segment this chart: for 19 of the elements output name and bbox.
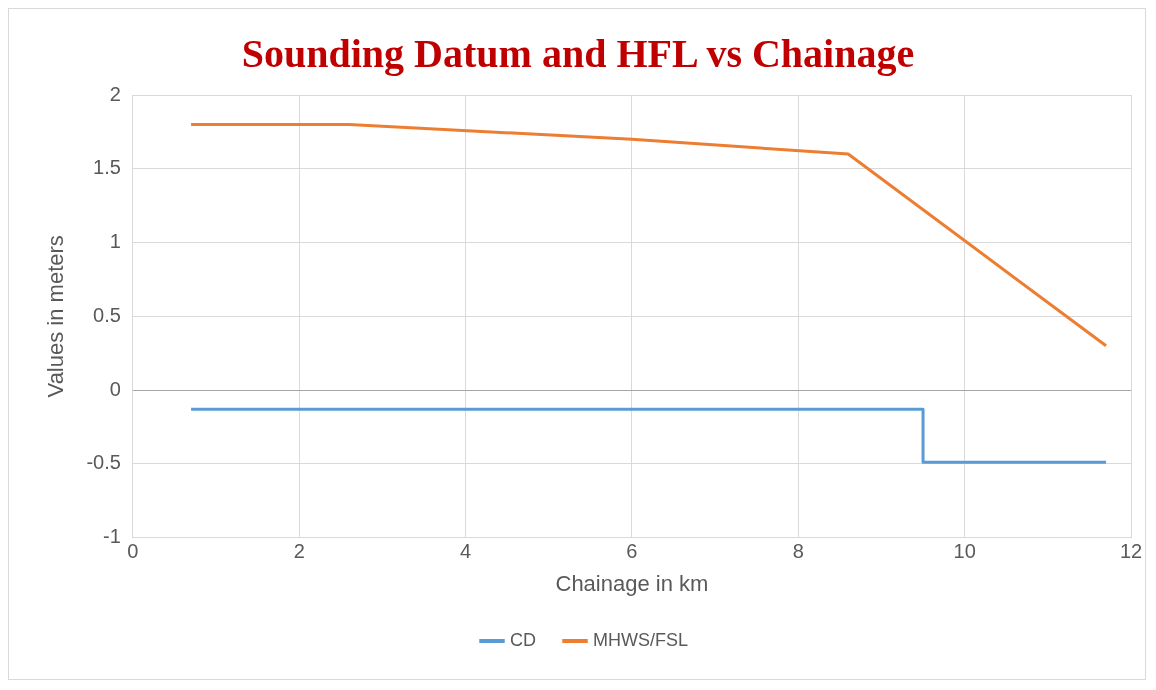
x-axis-title: Chainage in km	[555, 570, 709, 596]
x-tick-label: 4	[460, 540, 472, 563]
y-tick-label: 2	[109, 82, 121, 105]
y-tick-label: 0.5	[93, 303, 121, 326]
y-tick-label: 1.5	[93, 156, 121, 179]
chart-title: Sounding Datum and HFL vs Chainage	[240, 30, 916, 77]
x-tick-label: 2	[293, 540, 305, 563]
y-tick-label: -0.5	[86, 451, 121, 474]
legend-label: MHWS/FSL	[593, 629, 689, 650]
x-tick-label: 8	[792, 540, 804, 563]
x-tick-label: 10	[953, 540, 976, 563]
y-tick-label: 0	[109, 377, 121, 400]
y-tick-label: -1	[103, 525, 121, 548]
legend-label: CD	[510, 629, 536, 650]
x-tick-label: 12	[1119, 540, 1143, 563]
y-axis-title: Values in meters	[43, 235, 69, 398]
x-tick-label: 6	[626, 540, 638, 563]
x-tick-label: 0	[127, 540, 139, 563]
y-tick-label: 1	[109, 230, 121, 253]
